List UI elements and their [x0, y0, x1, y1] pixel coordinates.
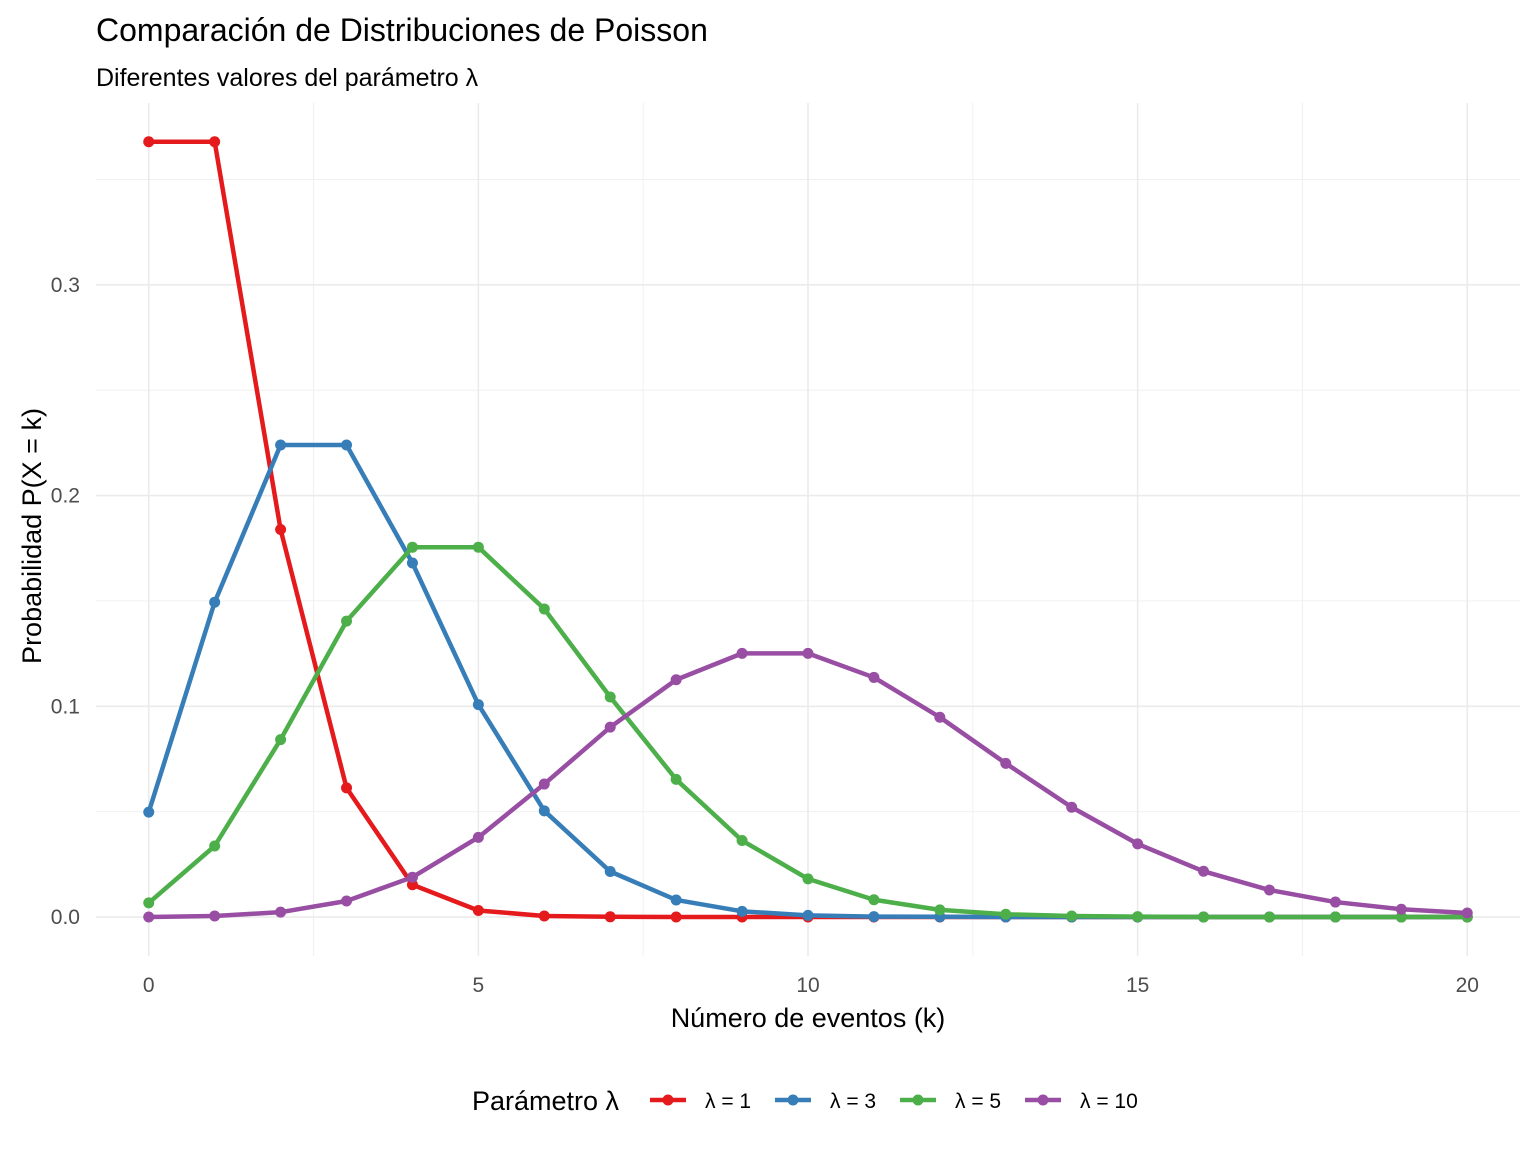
data-point: [1461, 907, 1473, 919]
data-point: [604, 866, 616, 878]
data-point: [472, 699, 484, 711]
data-point: [1263, 911, 1275, 923]
x-axis-ticks: 0 5 10 15 20: [143, 974, 1479, 997]
legend-item: λ = 5: [900, 1090, 1001, 1113]
data-point: [341, 439, 353, 451]
data-point: [802, 873, 814, 885]
data-point: [670, 674, 682, 686]
data-point: [934, 711, 946, 723]
data-point: [604, 691, 616, 703]
data-point: [670, 894, 682, 906]
data-point: [209, 596, 221, 608]
chart-subtitle: Diferentes valores del parámetro λ: [96, 64, 479, 92]
data-point: [1198, 865, 1210, 877]
y-tick-label: 0.0: [51, 906, 80, 929]
legend-label: λ = 10: [1080, 1090, 1138, 1113]
legend-item: λ = 10: [1025, 1090, 1138, 1113]
legend: Parámetro λ λ = 1 λ = 3 λ = 5 λ = 10: [472, 1086, 1138, 1116]
data-point: [1263, 884, 1275, 896]
legend-item: λ = 3: [775, 1090, 876, 1113]
legend-key-point: [787, 1094, 799, 1106]
data-point: [275, 439, 287, 451]
legend-label: λ = 3: [830, 1090, 876, 1113]
legend-key-point: [1037, 1094, 1049, 1106]
data-point: [143, 897, 155, 909]
data-point: [406, 541, 418, 553]
legend-key-point: [662, 1094, 674, 1106]
data-point: [802, 647, 814, 659]
chart-title: Comparación de Distribuciones de Poisson: [96, 12, 708, 48]
data-point: [472, 904, 484, 916]
data-point: [143, 806, 155, 818]
data-point: [275, 734, 287, 746]
x-tick-label: 10: [796, 974, 819, 997]
legend-key-point: [912, 1094, 924, 1106]
data-point: [209, 840, 221, 852]
data-point: [143, 136, 155, 148]
legend-items: λ = 1 λ = 3 λ = 5 λ = 10: [650, 1090, 1138, 1113]
data-point: [604, 721, 616, 733]
data-point: [736, 647, 748, 659]
data-point: [1329, 896, 1341, 908]
data-point: [1066, 801, 1078, 813]
data-point: [143, 911, 155, 923]
y-tick-label: 0.3: [51, 274, 80, 297]
legend-item: λ = 1: [650, 1090, 751, 1113]
data-point: [538, 910, 550, 922]
data-point: [341, 895, 353, 907]
y-axis-label: Probabilidad P(X = k): [17, 408, 47, 664]
y-tick-label: 0.1: [51, 695, 80, 718]
data-point: [406, 871, 418, 883]
data-point: [736, 835, 748, 847]
data-point: [670, 911, 682, 923]
data-point: [736, 905, 748, 917]
data-point: [1000, 757, 1012, 769]
data-point: [275, 524, 287, 535]
data-point: [538, 603, 550, 615]
data-point: [1066, 910, 1078, 922]
data-point: [1132, 838, 1144, 850]
x-axis-label: Número de eventos (k): [671, 1003, 946, 1033]
legend-label: λ = 1: [705, 1090, 751, 1113]
data-point: [275, 906, 287, 918]
data-point: [1329, 911, 1341, 923]
data-point: [868, 911, 880, 923]
data-point: [209, 136, 221, 148]
x-tick-label: 15: [1126, 974, 1149, 997]
y-axis-ticks: 0.0 0.1 0.2 0.3: [51, 274, 80, 929]
y-tick-label: 0.2: [51, 485, 80, 508]
x-tick-label: 20: [1456, 974, 1479, 997]
data-point: [538, 805, 550, 817]
data-point: [1132, 911, 1144, 923]
data-point: [868, 671, 880, 683]
data-point: [341, 615, 353, 627]
data-point: [406, 557, 418, 569]
data-point: [1000, 908, 1012, 920]
legend-label: λ = 5: [955, 1090, 1001, 1113]
x-tick-label: 5: [473, 974, 485, 997]
data-point: [604, 911, 616, 923]
data-point: [868, 894, 880, 906]
series-layer: [143, 136, 1473, 923]
data-point: [1395, 903, 1407, 915]
series-4: [143, 647, 1473, 923]
data-point: [670, 773, 682, 785]
data-point: [934, 904, 946, 916]
legend-title: Parámetro λ: [472, 1086, 620, 1116]
data-point: [1198, 911, 1210, 923]
data-point: [406, 879, 418, 891]
data-point: [472, 541, 484, 553]
data-point: [1395, 911, 1407, 923]
data-point: [538, 778, 550, 790]
data-point: [341, 782, 353, 794]
x-tick-label: 0: [143, 974, 155, 997]
data-point: [802, 909, 814, 921]
data-point: [472, 831, 484, 843]
data-point: [209, 910, 221, 922]
